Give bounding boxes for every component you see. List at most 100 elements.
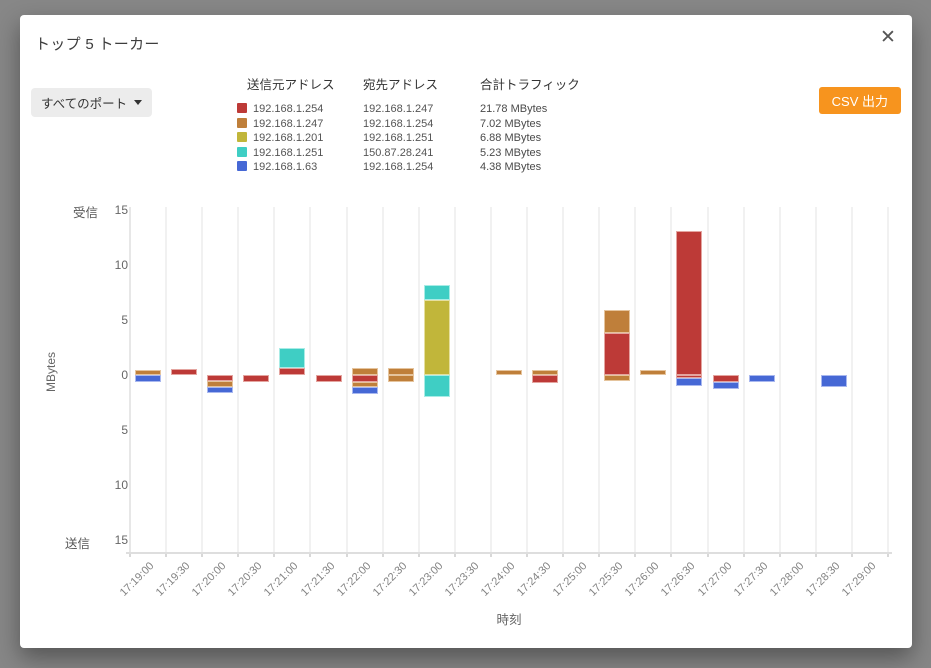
bar-segment[interactable]	[387, 375, 414, 382]
y-tick-label: 15	[114, 533, 128, 547]
bar-segment[interactable]	[171, 368, 198, 375]
x-axis-tick	[886, 552, 889, 557]
y-axis-bottom-caption: 送信	[64, 537, 90, 551]
bar-segment[interactable]	[604, 310, 631, 334]
x-axis-tick	[237, 552, 240, 557]
bar-segment[interactable]	[243, 375, 270, 382]
bar-segment[interactable]	[135, 369, 162, 375]
modal-title: トップ 5 トーカー	[35, 36, 160, 53]
x-axis-tick	[742, 552, 745, 557]
legend-dest: 150.87.28.241	[363, 146, 434, 159]
gridline	[706, 207, 709, 552]
legend-dest: 192.168.1.247	[363, 103, 434, 115]
legend-swatch	[237, 161, 247, 172]
legend-swatch	[237, 117, 247, 128]
y-tick-label: 10	[114, 258, 128, 272]
bar-segment[interactable]	[315, 375, 342, 382]
x-axis-tick	[850, 552, 853, 557]
legend-source: 192.168.1.63	[237, 160, 363, 175]
gridline	[886, 207, 889, 552]
legend-source: 192.168.1.247	[237, 117, 363, 132]
gridline	[598, 207, 601, 552]
legend-source: 192.168.1.251	[237, 146, 363, 161]
legend-total: 7.02 MBytes	[480, 117, 542, 130]
y-tick-label: 0	[121, 368, 128, 382]
bar-segment[interactable]	[423, 284, 450, 301]
bar-segment[interactable]	[207, 381, 234, 387]
gridline	[237, 207, 240, 552]
bar-segment[interactable]	[279, 368, 306, 375]
gridline	[489, 207, 492, 552]
gridline	[453, 207, 456, 552]
gridline	[562, 207, 565, 552]
bar-segment[interactable]	[532, 375, 559, 383]
bar-segment[interactable]	[676, 230, 703, 375]
bar-segment[interactable]	[423, 300, 450, 375]
bar-segment[interactable]	[532, 369, 559, 375]
chevron-down-icon	[134, 100, 143, 105]
y-tick-label: 5	[121, 313, 128, 327]
bar-segment[interactable]	[135, 375, 162, 382]
y-axis-top-caption: 受信	[72, 206, 98, 220]
bar-segment[interactable]	[279, 347, 306, 369]
bar-segment[interactable]	[676, 378, 703, 386]
bar-segment[interactable]	[387, 367, 414, 375]
x-axis-tick	[634, 552, 637, 557]
bar-segment[interactable]	[207, 375, 234, 382]
legend-total: 5.23 MBytes	[480, 146, 542, 159]
gridline	[309, 207, 312, 552]
bar-segment[interactable]	[351, 381, 378, 388]
legend-total: 21.78 MBytes	[480, 103, 548, 115]
x-axis-tick	[526, 552, 529, 557]
x-axis-tick	[381, 552, 384, 557]
gridline	[670, 207, 673, 552]
bar-segment[interactable]	[748, 375, 775, 382]
legend-dest: 192.168.1.251	[363, 132, 434, 145]
legend-dest: 192.168.1.254	[363, 117, 434, 130]
legend-total: 4.38 MBytes	[480, 161, 542, 174]
bar-segment[interactable]	[604, 333, 631, 375]
gridline	[201, 207, 204, 552]
bar-segment[interactable]	[351, 368, 378, 375]
y-tick-label: 10	[114, 478, 128, 492]
bar-segment[interactable]	[712, 382, 739, 389]
x-axis-tick	[598, 552, 601, 557]
gridline	[814, 207, 817, 552]
x-axis-tick	[345, 552, 348, 557]
x-axis-tick	[706, 552, 709, 557]
legend-header-dest: 宛先アドレス	[363, 78, 439, 92]
bar-segment[interactable]	[423, 375, 450, 397]
port-filter-dropdown[interactable]: すべてのポート	[31, 88, 153, 117]
legend-source: 192.168.1.201	[237, 131, 363, 146]
close-icon[interactable]: ✕	[880, 27, 896, 48]
x-axis-tick	[165, 552, 168, 557]
x-axis-tick	[273, 552, 276, 557]
bar-segment[interactable]	[820, 375, 847, 388]
gridline	[742, 207, 745, 552]
gridline	[273, 207, 276, 552]
csv-export-button[interactable]: CSV 出力	[818, 87, 901, 114]
bar-segment[interactable]	[640, 370, 667, 375]
legend-source: 192.168.1.254	[237, 102, 363, 117]
x-axis-tick	[201, 552, 204, 557]
x-axis-tick	[562, 552, 565, 557]
gridline	[778, 207, 781, 552]
x-axis-tick	[309, 552, 312, 557]
bar-segment[interactable]	[712, 375, 739, 383]
x-axis-tick	[453, 552, 456, 557]
gridline	[417, 207, 420, 552]
gridline	[850, 207, 853, 552]
x-axis-tick	[129, 552, 131, 557]
bar-segment[interactable]	[495, 369, 522, 375]
bar-segment[interactable]	[604, 375, 631, 382]
gridline	[345, 207, 348, 552]
legend-header-source: 送信元アドレス	[247, 78, 335, 92]
bar-segment[interactable]	[351, 387, 378, 395]
y-axis-line	[129, 207, 131, 552]
bar-segment[interactable]	[207, 386, 234, 394]
bar-segment[interactable]	[676, 375, 703, 379]
bar-segment[interactable]	[351, 375, 378, 382]
legend-swatch	[237, 146, 247, 157]
legend-total: 6.88 MBytes	[480, 132, 542, 145]
x-axis-tick	[814, 552, 817, 557]
